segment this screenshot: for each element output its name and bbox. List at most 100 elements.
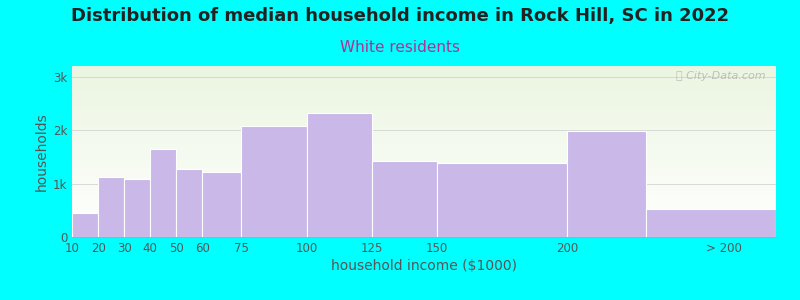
Bar <box>72 146 776 147</box>
Bar <box>72 129 776 130</box>
Bar <box>72 216 776 217</box>
Bar <box>72 96 776 97</box>
Bar <box>72 76 776 77</box>
Bar <box>72 233 776 234</box>
Bar <box>372 160 437 237</box>
Bar <box>72 68 776 69</box>
Bar <box>72 122 776 123</box>
Bar <box>72 212 776 213</box>
Bar <box>72 67 776 68</box>
Bar <box>72 116 776 117</box>
Bar <box>72 94 776 95</box>
Bar <box>72 225 776 226</box>
Bar <box>72 185 776 186</box>
Bar <box>72 84 776 85</box>
Bar <box>72 72 776 73</box>
Bar <box>72 156 776 157</box>
Bar <box>72 180 776 181</box>
Bar <box>72 147 776 148</box>
Bar <box>72 149 776 150</box>
Bar <box>72 144 776 145</box>
Bar <box>72 135 776 136</box>
Bar <box>72 177 776 178</box>
Bar <box>72 128 776 129</box>
Bar <box>72 98 776 99</box>
Bar <box>72 173 776 174</box>
Bar <box>72 178 776 179</box>
Bar <box>72 117 776 118</box>
Bar <box>72 152 776 153</box>
Bar <box>72 124 776 125</box>
Bar <box>72 95 776 96</box>
Bar <box>72 82 776 83</box>
Bar <box>72 102 776 103</box>
Bar <box>72 200 776 201</box>
Bar <box>72 158 776 159</box>
Bar <box>72 203 776 204</box>
Bar <box>72 111 776 112</box>
X-axis label: household income ($1000): household income ($1000) <box>331 259 517 273</box>
Bar <box>72 123 776 124</box>
Bar <box>72 188 776 189</box>
Bar <box>72 112 776 113</box>
Bar <box>72 140 776 141</box>
Bar <box>72 165 776 166</box>
Bar <box>72 193 776 194</box>
Bar <box>72 229 776 230</box>
Bar <box>124 179 150 237</box>
Bar <box>72 139 776 140</box>
Bar <box>72 75 776 76</box>
Bar <box>72 131 776 132</box>
Bar <box>72 202 776 203</box>
Bar <box>72 106 776 107</box>
Bar <box>72 110 776 111</box>
Bar <box>72 136 776 137</box>
Bar <box>72 208 776 209</box>
Bar <box>72 153 776 154</box>
Bar <box>72 211 776 212</box>
Bar <box>72 228 776 229</box>
Bar <box>72 175 776 176</box>
Bar <box>72 105 776 106</box>
Bar <box>72 221 776 222</box>
Bar <box>646 209 776 237</box>
Bar <box>72 236 776 237</box>
Bar <box>72 125 776 126</box>
Bar <box>72 161 776 162</box>
Bar <box>72 231 776 232</box>
Bar <box>72 217 776 218</box>
Bar <box>72 150 776 151</box>
Bar <box>72 227 776 228</box>
Bar <box>72 195 776 196</box>
Bar <box>72 133 776 134</box>
Bar <box>72 209 776 210</box>
Bar <box>72 169 776 170</box>
Bar <box>72 170 776 171</box>
Bar <box>72 192 776 193</box>
Bar <box>72 210 776 211</box>
Bar <box>72 126 776 127</box>
Bar <box>202 172 242 237</box>
Bar <box>72 235 776 236</box>
Bar <box>72 168 776 169</box>
Text: ⓘ City-Data.com: ⓘ City-Data.com <box>676 71 766 81</box>
Bar <box>72 103 776 104</box>
Bar <box>72 154 776 155</box>
Bar <box>72 215 776 216</box>
Bar <box>72 70 776 71</box>
Bar <box>72 100 776 101</box>
Bar <box>72 171 776 172</box>
Bar <box>72 81 776 82</box>
Bar <box>72 184 776 185</box>
Bar <box>72 142 776 143</box>
Bar <box>72 86 776 87</box>
Bar <box>72 108 776 109</box>
Bar <box>72 205 776 206</box>
Bar <box>72 157 776 158</box>
Bar <box>72 230 776 231</box>
Bar <box>72 132 776 133</box>
Bar <box>72 201 776 202</box>
Bar <box>242 126 306 237</box>
Bar <box>72 101 776 102</box>
Bar <box>72 199 776 200</box>
